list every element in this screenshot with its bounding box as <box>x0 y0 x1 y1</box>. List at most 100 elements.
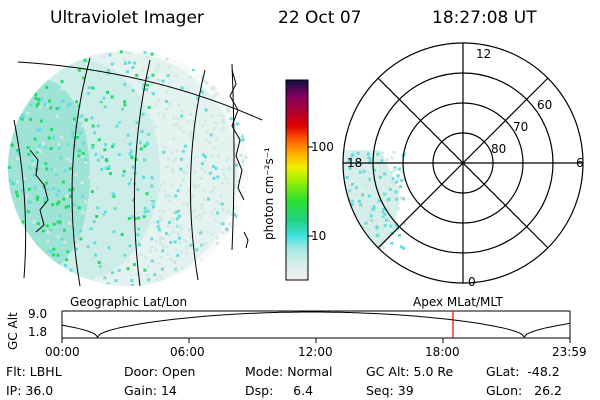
aurora-pixel <box>76 136 80 139</box>
aurora-pixel <box>58 222 62 226</box>
aurora-pixel <box>104 143 107 147</box>
aurora-pixel <box>187 228 191 232</box>
polar-aurora-pixel <box>382 246 386 250</box>
aurora-pixel <box>17 262 21 266</box>
aurora-pixel <box>29 103 33 107</box>
polar-aurora-pixel <box>378 175 382 179</box>
aurora-pixel <box>142 215 146 219</box>
aurora-pixel <box>203 155 207 159</box>
aurora-pixel <box>211 268 215 272</box>
aurora-pixel <box>240 259 244 263</box>
aurora-pixel <box>34 70 37 73</box>
aurora-pixel <box>17 151 21 155</box>
aurora-pixel <box>221 120 225 124</box>
aurora-pixel <box>235 163 238 167</box>
aurora-pixel <box>46 240 50 244</box>
aurora-pixel <box>28 54 32 58</box>
aurora-pixel <box>201 67 205 71</box>
aurora-pixel <box>165 90 169 94</box>
polar-aurora-pixel <box>383 224 387 228</box>
aurora-pixel <box>16 82 20 86</box>
aurora-pixel <box>178 241 182 245</box>
aurora-pixel <box>149 104 153 108</box>
aurora-pixel <box>203 93 207 96</box>
aurora-pixel <box>35 80 39 84</box>
polar-aurora-pixel <box>393 166 397 170</box>
aurora-pixel <box>9 101 13 105</box>
aurora-pixel <box>135 73 139 77</box>
aurora-pixel <box>66 82 70 86</box>
aurora-pixel <box>233 213 237 217</box>
aurora-pixel <box>114 184 118 188</box>
aurora-pixel <box>123 83 127 87</box>
aurora-pixel <box>34 92 38 96</box>
aurora-pixel <box>160 277 164 281</box>
aurora-pixel <box>123 58 127 62</box>
aurora-pixel <box>62 197 66 201</box>
aurora-pixel <box>208 66 212 70</box>
aurora-pixel <box>189 235 192 239</box>
polar-aurora-pixel <box>352 236 356 240</box>
aurora-pixel <box>30 284 34 286</box>
aurora-pixel <box>67 252 71 256</box>
aurora-pixel <box>158 215 162 219</box>
aurora-pixel <box>63 240 67 244</box>
polar-aurora-pixel <box>390 170 394 174</box>
aurora-pixel <box>238 217 242 221</box>
aurora-pixel <box>104 264 108 268</box>
aurora-pixel <box>29 63 33 67</box>
aurora-pixel <box>153 201 157 205</box>
aurora-pixel <box>45 269 49 273</box>
aurora-pixel <box>243 97 247 101</box>
aurora-pixel <box>136 188 140 191</box>
aurora-pixel <box>84 118 88 122</box>
aurora-pixel <box>180 157 183 161</box>
aurora-pixel <box>234 278 238 282</box>
polar-aurora-pixel <box>375 243 379 247</box>
aurora-pixel <box>65 143 69 147</box>
aurora-pixel <box>91 124 95 128</box>
aurora-pixel <box>97 129 101 133</box>
aurora-pixel <box>128 244 132 248</box>
polar-aurora-pixel <box>362 170 366 173</box>
aurora-pixel <box>177 281 181 285</box>
aurora-pixel <box>130 156 134 160</box>
aurora-pixel <box>97 138 101 142</box>
aurora-pixel <box>87 203 91 207</box>
aurora-pixel <box>159 241 163 245</box>
aurora-pixel <box>150 82 154 86</box>
aurora-pixel <box>112 251 116 255</box>
aurora-pixel <box>18 243 21 247</box>
aurora-pixel <box>100 167 104 171</box>
aurora-pixel <box>90 190 94 194</box>
polar-aurora-pixel <box>350 199 354 203</box>
aurora-pixel <box>174 210 178 214</box>
aurora-pixel <box>80 155 84 159</box>
aurora-pixel <box>179 227 183 231</box>
aurora-pixel <box>166 224 170 228</box>
aurora-pixel <box>145 88 149 92</box>
polar-aurora-pixel <box>345 156 349 160</box>
aurora-pixel <box>204 138 208 142</box>
aurora-pixel <box>163 181 167 185</box>
aurora-pixel <box>206 60 210 63</box>
aurora-pixel <box>202 211 206 215</box>
aurora-pixel <box>154 248 158 252</box>
aurora-pixel <box>217 154 220 158</box>
aurora-pixel <box>33 137 37 141</box>
aurora-pixel <box>175 269 179 273</box>
aurora-pixel <box>125 50 129 54</box>
aurora-pixel <box>108 53 112 57</box>
aurora-pixel <box>150 237 154 241</box>
polar-aurora-pixel <box>373 246 377 250</box>
polar-aurora-pixel <box>347 159 351 163</box>
aurora-pixel <box>194 104 198 108</box>
aurora-pixel <box>57 200 61 204</box>
polar-aurora-pixel <box>358 170 362 174</box>
aurora-pixel <box>51 203 55 207</box>
aurora-pixel <box>157 63 161 67</box>
aurora-pixel <box>111 192 115 196</box>
polar-aurora-pixel <box>403 151 407 155</box>
aurora-pixel <box>213 207 217 211</box>
aurora-pixel <box>77 148 81 152</box>
